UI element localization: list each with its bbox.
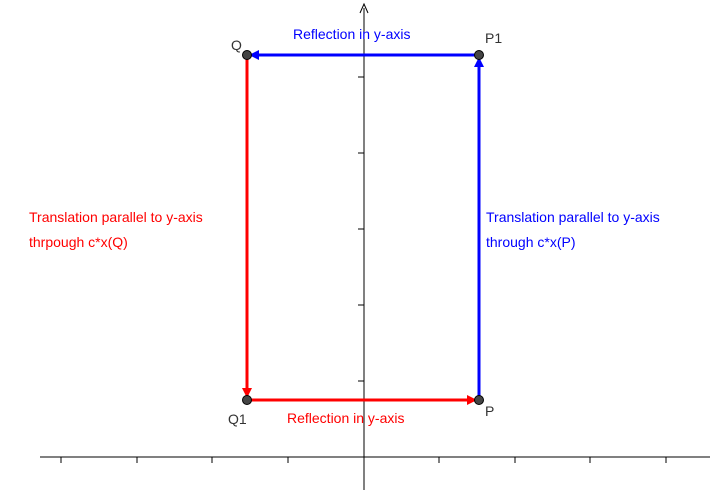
label-left-translation: Translation parallel to y-axis thrpough … [29,209,203,250]
label-top-reflection: Reflection in y-axis [293,26,411,42]
label-bottom-reflection: Reflection in y-axis [287,410,405,426]
point-label-q1: Q1 [228,411,247,427]
point-label-p1: P1 [485,30,503,46]
point-p1[interactable] [474,50,484,60]
point-q[interactable] [242,50,252,60]
label-right-translation: Translation parallel to y-axis through c… [486,209,660,250]
point-label-p: P [485,403,495,419]
x-axis-ticks [60,457,667,463]
point-p[interactable] [474,395,484,405]
point-label-q: Q [231,37,242,53]
y-axis-ticks [358,76,364,382]
point-q1[interactable] [242,395,252,405]
y-axis-arrow-icon [359,2,369,14]
